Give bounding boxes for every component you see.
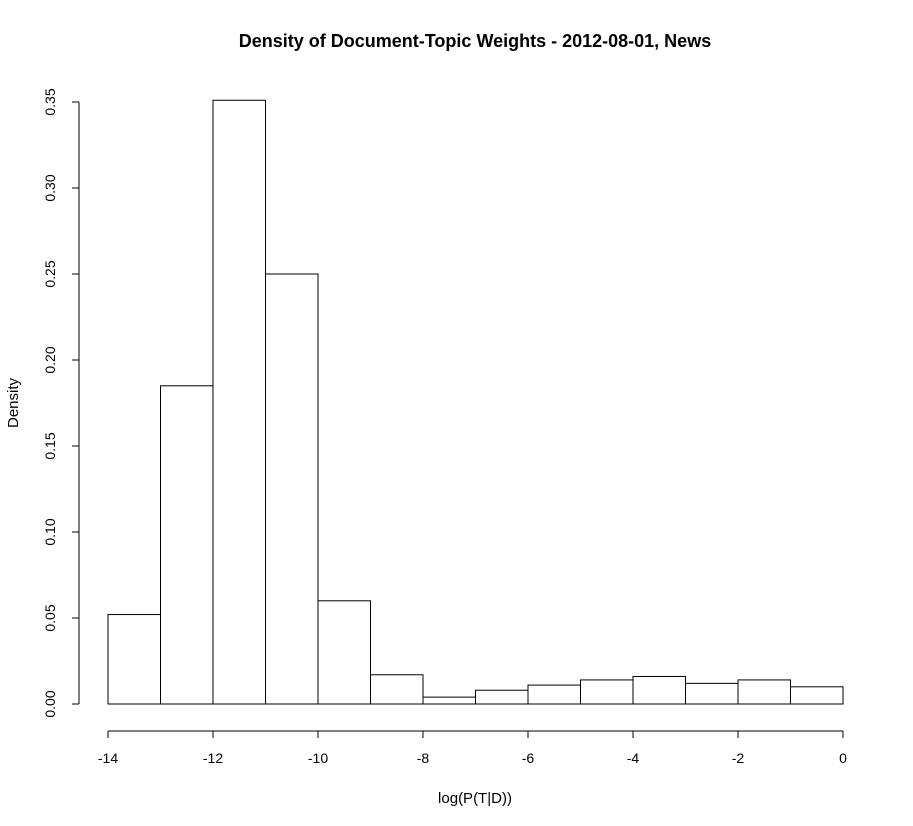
bars-group xyxy=(107,99,844,705)
y-tick-label: 0.30 xyxy=(42,174,58,201)
x-tick-label: -14 xyxy=(98,750,118,766)
y-tick-label: 0.00 xyxy=(42,690,58,717)
histogram-bar xyxy=(737,679,791,705)
x-axis-label: log(P(T|D)) xyxy=(438,790,512,807)
histogram-bar xyxy=(317,600,371,705)
histogram-bar xyxy=(370,674,424,705)
histogram-bar xyxy=(632,675,686,705)
y-tick-label: 0.05 xyxy=(42,604,58,631)
y-tick-label: 0.35 xyxy=(42,88,58,115)
histogram-bar xyxy=(107,614,161,705)
x-tick-label: -6 xyxy=(522,750,535,766)
x-tick-label: -2 xyxy=(732,750,745,766)
x-tick-label: -12 xyxy=(203,750,223,766)
x-tick-label: -8 xyxy=(417,750,430,766)
y-tick-label: 0.20 xyxy=(42,346,58,373)
y-tick-label: 0.25 xyxy=(42,260,58,287)
x-tick-label: -10 xyxy=(308,750,328,766)
histogram-bar xyxy=(685,682,739,705)
y-axis-label: Density xyxy=(5,377,22,428)
x-tick-label: -4 xyxy=(627,750,640,766)
histogram-bar xyxy=(527,684,581,705)
x-axis: -14 -12 -10 -8 -6 -4 -2 0 xyxy=(98,730,847,766)
y-axis: 0.00 0.05 0.10 0.15 0.20 0.25 0.30 0.35 xyxy=(42,88,80,718)
histogram-bar xyxy=(265,273,319,705)
histogram-bar xyxy=(790,686,844,705)
x-tick-label: 0 xyxy=(839,750,847,766)
histogram-bar xyxy=(475,689,529,705)
histogram-bar xyxy=(212,99,266,705)
histogram-bar xyxy=(160,385,214,705)
y-tick-label: 0.10 xyxy=(42,518,58,545)
histogram-bar xyxy=(422,696,476,705)
y-tick-label: 0.15 xyxy=(42,432,58,459)
chart-title: Density of Document-Topic Weights - 2012… xyxy=(239,31,711,51)
histogram-bar xyxy=(580,679,634,705)
